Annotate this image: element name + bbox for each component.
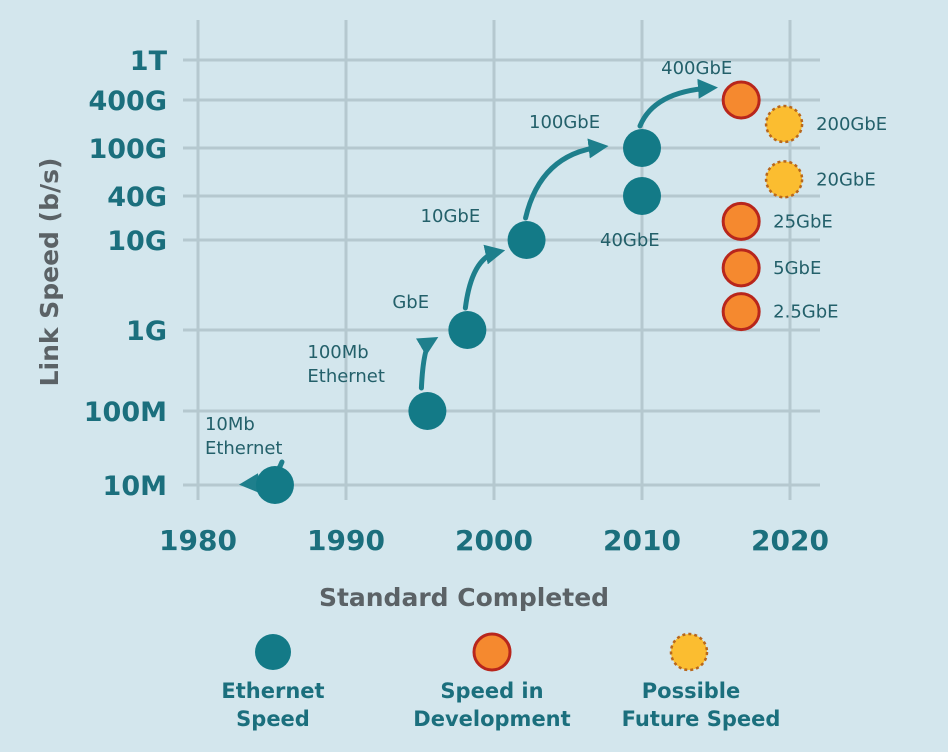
legend-label: Speed <box>236 707 310 731</box>
x-tick-label: 2020 <box>751 524 829 557</box>
legend-label: Development <box>413 707 570 731</box>
legend-label: Speed in <box>440 679 543 703</box>
legend-marker-development <box>472 632 512 672</box>
data-point-ethernet <box>507 221 546 259</box>
point-label: 5GbE <box>773 258 821 279</box>
point-label: 25GbE <box>773 211 833 232</box>
point-label: 100Mb Ethernet <box>307 342 385 387</box>
y-tick-label: 100G <box>88 134 167 165</box>
data-point-ethernet <box>408 392 447 430</box>
y-tick-label: 1G <box>126 316 167 347</box>
legend-label: Ethernet <box>221 679 324 703</box>
y-tick-label: 100M <box>84 397 167 428</box>
point-label: 100GbE <box>529 112 600 133</box>
data-point-ethernet <box>623 177 661 215</box>
x-axis-ticks: 1980 1990 2000 2010 2020 <box>159 524 829 557</box>
legend-label: Future Speed <box>622 707 781 731</box>
point-label: GbE <box>392 292 429 313</box>
legend: Ethernet Speed Speed in Development Possible… <box>221 632 781 731</box>
data-points: 10Mb Ethernet 100Mb Ethernet GbE 10GbE 100GbE 4… <box>205 58 887 504</box>
x-tick-label: 2010 <box>603 524 681 557</box>
data-point-development <box>721 248 761 288</box>
data-point-development <box>721 292 761 332</box>
y-tick-label: 400G <box>88 86 167 117</box>
point-label: 2.5GbE <box>773 302 838 323</box>
point-label: 40GbE <box>600 230 660 251</box>
data-point-future <box>764 160 804 199</box>
point-label: 10Mb Ethernet <box>205 414 283 459</box>
x-tick-label: 1990 <box>307 524 385 557</box>
x-tick-label: 2000 <box>455 524 533 557</box>
progression-arrow <box>523 138 609 221</box>
progression-arrow <box>637 78 718 129</box>
y-tick-label: 40G <box>107 182 167 213</box>
data-point-ethernet <box>623 129 661 167</box>
y-tick-label: 1T <box>130 46 168 77</box>
legend-marker-ethernet <box>255 634 291 670</box>
progression-arrow <box>462 244 506 311</box>
point-label: 20GbE <box>816 169 876 190</box>
x-tick-label: 1980 <box>159 524 237 557</box>
y-axis-ticks: 10M 100M 1G 10G 40G 100G 400G 1T <box>84 46 168 502</box>
y-axis-title: Link Speed (b/s) <box>35 158 64 387</box>
data-point-ethernet <box>448 311 487 349</box>
legend-marker-future <box>669 632 709 672</box>
point-label: 10GbE <box>421 206 481 227</box>
point-label: 400GbE <box>661 58 732 79</box>
y-tick-label: 10M <box>103 471 167 502</box>
data-point-future <box>764 104 804 144</box>
y-tick-label: 10G <box>107 226 167 257</box>
data-point-development <box>721 201 761 241</box>
legend-label: Possible <box>642 679 741 703</box>
data-point-development <box>721 80 761 120</box>
data-point-ethernet <box>255 466 294 504</box>
point-label: 200GbE <box>816 114 887 135</box>
progression-arrow <box>415 336 439 391</box>
x-axis-title: Standard Completed <box>319 583 609 612</box>
